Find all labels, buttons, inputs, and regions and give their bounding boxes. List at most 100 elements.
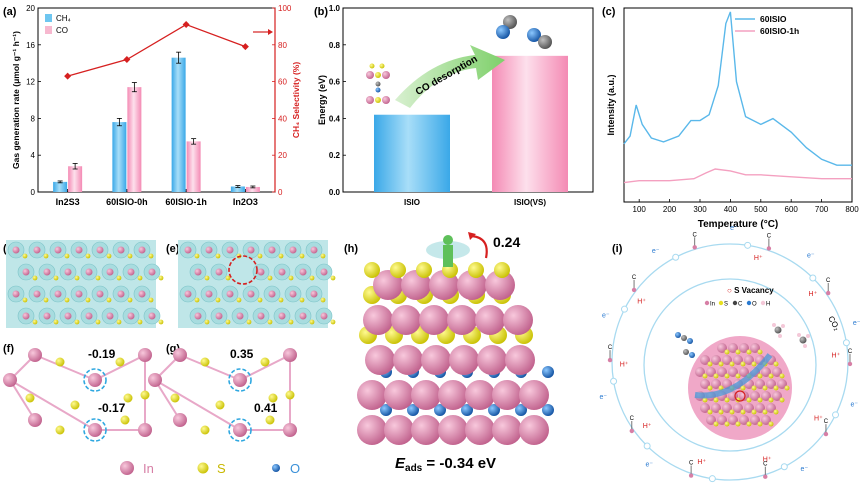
in-atom xyxy=(357,380,387,410)
particle-s xyxy=(746,421,752,427)
particle-s xyxy=(779,397,785,403)
in-atom xyxy=(138,246,146,254)
highlight-circle xyxy=(228,418,252,442)
in-atom xyxy=(289,246,297,254)
s-atom xyxy=(288,275,294,281)
o-atom xyxy=(380,404,392,416)
in-atom xyxy=(184,290,192,298)
in-atom xyxy=(43,312,51,320)
particle-in xyxy=(711,355,721,365)
proton-label: H⁺ xyxy=(643,423,652,430)
cycle-node xyxy=(610,377,618,385)
particle-in xyxy=(706,367,716,377)
particle-flow-arrow xyxy=(694,353,773,399)
x-tick-label-c: 500 xyxy=(754,205,768,214)
particle-in xyxy=(750,343,760,353)
cycle-node xyxy=(780,463,788,471)
in-atom xyxy=(384,380,414,410)
x-tick-label-c: 600 xyxy=(785,205,799,214)
y-tick-label-b: 0.0 xyxy=(329,188,341,197)
s-atom xyxy=(74,319,80,325)
carbon-label: C xyxy=(824,419,829,425)
s-atom xyxy=(127,297,133,303)
carbon-label: C xyxy=(630,416,635,422)
in-atom xyxy=(257,268,265,276)
particle-s xyxy=(751,361,757,367)
in-atom xyxy=(12,290,20,298)
particle-s xyxy=(713,397,719,403)
selectivity-point xyxy=(123,56,131,64)
highlight-circle xyxy=(228,368,252,392)
panel-label-f: (f) xyxy=(3,343,14,355)
in-atom xyxy=(492,380,522,410)
particle-s xyxy=(735,349,741,355)
s-atom xyxy=(116,319,122,325)
y-tick-label-b: 0.6 xyxy=(329,78,341,87)
legend-label-ch4: CH₄ xyxy=(56,14,71,23)
bar-ch4-60isio-1h xyxy=(171,57,186,193)
particle-in xyxy=(744,403,754,413)
legend-label-60isio: 60ISIO xyxy=(760,14,787,24)
s-atom xyxy=(32,319,38,325)
in-atom xyxy=(215,268,223,276)
bar-co-60isio-1h xyxy=(186,141,201,192)
bar-ch4-60isio-0h xyxy=(112,122,127,192)
legend-text: In xyxy=(710,302,715,308)
legend-text: O xyxy=(752,302,757,308)
s-atom xyxy=(278,297,284,303)
particle-in xyxy=(733,403,743,413)
particle-s xyxy=(740,385,746,391)
highlight-circle xyxy=(83,368,107,392)
in-atom xyxy=(194,268,202,276)
bond xyxy=(154,379,241,431)
panel-label-e: (e) xyxy=(166,243,180,255)
in-atom xyxy=(289,290,297,298)
particle-in xyxy=(717,367,727,377)
electron-label: e⁻ xyxy=(652,248,660,255)
vacancy-circle-e xyxy=(228,255,258,285)
in-atom xyxy=(299,268,307,276)
s-atom xyxy=(260,357,270,367)
s-atom xyxy=(55,425,65,435)
s-atom xyxy=(330,275,336,281)
isio-structure-inset xyxy=(366,63,390,104)
panel-d: (d) xyxy=(3,240,164,328)
in-atom xyxy=(519,415,549,445)
s-atom xyxy=(288,319,294,325)
in-atom xyxy=(438,415,468,445)
s-atom xyxy=(494,262,510,278)
s-atom xyxy=(85,297,91,303)
particle-s xyxy=(762,409,768,415)
particle-in xyxy=(761,415,771,425)
s-atom xyxy=(74,275,80,281)
in-atom xyxy=(411,415,441,445)
particle-s xyxy=(718,409,724,415)
electron-label: e⁻ xyxy=(730,225,738,232)
in-atom xyxy=(148,373,162,387)
in-atom xyxy=(447,305,477,335)
axes-frame-b xyxy=(342,7,594,193)
o-atom xyxy=(542,366,554,378)
proton-label: H⁺ xyxy=(814,415,823,422)
particle-in xyxy=(711,379,721,389)
in-atom xyxy=(310,246,318,254)
particle-in xyxy=(766,379,776,389)
s-atom xyxy=(200,357,210,367)
s-atom xyxy=(468,262,484,278)
s-atom xyxy=(127,253,133,259)
particle-in xyxy=(766,403,776,413)
carbon-label: C xyxy=(689,461,694,467)
particle-s xyxy=(751,385,757,391)
x-tick-label-a: In2O3 xyxy=(233,197,258,207)
particle-in xyxy=(772,367,782,377)
particle-in xyxy=(750,415,760,425)
particle-s xyxy=(735,373,741,379)
selectivity-line xyxy=(67,23,246,77)
s-atom xyxy=(32,275,38,281)
in-atom xyxy=(117,290,125,298)
particle-s xyxy=(724,397,730,403)
x-tick-label-b: ISIO(VS) xyxy=(514,198,546,207)
x-tick-label-c: 400 xyxy=(724,205,738,214)
panel-i: (i) e⁻H⁺Ce⁻H⁺Ce⁻H⁺Ce⁻H⁺Ce⁻H⁺Ce⁻H⁺Ce⁻H⁺Ce… xyxy=(599,225,861,483)
in-atom xyxy=(268,290,276,298)
